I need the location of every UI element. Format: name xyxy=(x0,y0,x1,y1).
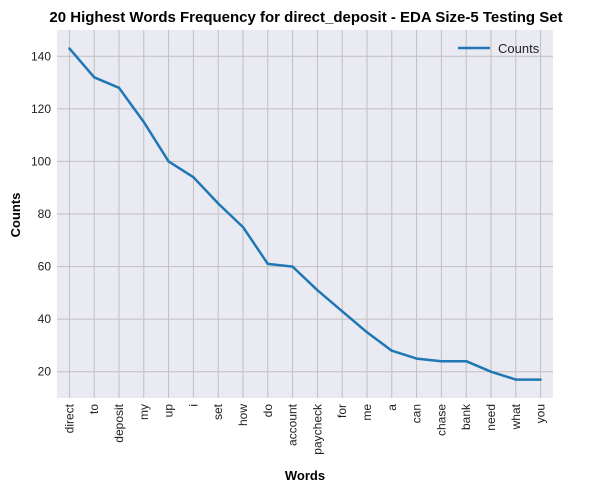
x-tick-label: my xyxy=(137,404,151,420)
legend: Counts xyxy=(458,41,540,56)
data-point xyxy=(489,370,493,373)
data-point xyxy=(68,47,71,50)
x-tick-label: do xyxy=(261,404,275,418)
x-tick-label: up xyxy=(162,404,176,418)
y-tick-label: 80 xyxy=(38,207,52,221)
data-point xyxy=(266,262,269,266)
x-tick-label: what xyxy=(509,403,523,430)
data-point xyxy=(117,86,121,90)
legend-label: Counts xyxy=(498,41,540,56)
y-tick-label: 120 xyxy=(31,102,51,116)
data-point xyxy=(241,225,245,229)
data-point xyxy=(341,310,344,313)
x-tick-label: how xyxy=(236,404,250,426)
data-point xyxy=(291,265,294,268)
data-point xyxy=(415,357,418,360)
x-tick-label: account xyxy=(286,403,300,446)
data-point xyxy=(316,289,319,292)
data-point xyxy=(390,349,393,352)
data-point xyxy=(217,202,220,205)
x-tick-label: deposit xyxy=(112,403,126,442)
data-point xyxy=(514,378,517,381)
data-point xyxy=(93,76,96,79)
data-point xyxy=(440,360,443,363)
x-tick-label: you xyxy=(534,404,548,423)
x-tick-label: direct xyxy=(62,403,76,433)
data-point xyxy=(365,331,369,334)
data-point xyxy=(539,378,542,381)
y-tick-label: 140 xyxy=(31,49,51,63)
y-tick-label: 40 xyxy=(38,312,52,326)
chart-title: 20 Highest Words Frequency for direct_de… xyxy=(49,9,562,26)
y-tick-label: 60 xyxy=(38,260,52,274)
grid-lines xyxy=(57,30,553,398)
x-tick-label: paycheck xyxy=(310,403,324,455)
x-tick-label: can xyxy=(410,404,424,423)
x-tick-label: bank xyxy=(459,403,473,430)
series-line-counts xyxy=(68,47,541,381)
x-tick-label: me xyxy=(360,404,374,421)
tick-labels: 20 40 60 80 100 120 140 direct to deposit my up i set… xyxy=(31,49,548,454)
x-tick-label: i xyxy=(186,404,200,407)
x-tick-label: to xyxy=(87,404,101,414)
data-point xyxy=(167,160,170,163)
y-tick-label: 20 xyxy=(38,365,52,379)
x-axis-label: Words xyxy=(285,468,325,483)
series-layer xyxy=(68,47,542,381)
data-point xyxy=(465,360,468,363)
data-point xyxy=(142,120,145,124)
y-axis-label: Counts xyxy=(8,193,23,238)
data-point xyxy=(192,176,195,179)
y-tick-label: 100 xyxy=(31,154,51,168)
x-tick-label: for xyxy=(335,404,349,418)
x-tick-label: a xyxy=(385,404,399,411)
x-tick-label: set xyxy=(211,403,225,420)
x-tick-label: need xyxy=(484,404,498,431)
x-tick-label: chase xyxy=(434,404,448,436)
